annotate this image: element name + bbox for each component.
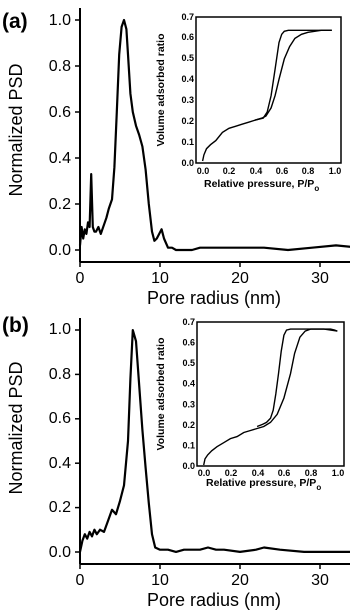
panel-a-label: (a) (2, 10, 28, 33)
panel-b-inset-xtick-label: 0.6 (278, 468, 291, 478)
panel-b-inset-yticklabels: 0.0 0.1 0.2 0.3 0.4 0.5 0.6 0.7 (182, 317, 195, 471)
panel-b-inset-xlabel: Relative pressure, P/Po (206, 477, 321, 492)
panel-b-inset-ytick-label: 0.5 (182, 358, 195, 368)
panel-b-inset-xticklabels: 0.0 0.2 0.4 0.6 0.8 1.0 (198, 468, 345, 478)
panel-a-inset: Volume adsorbed ratio 0.0 0.1 0.2 0.3 0.… (155, 12, 342, 193)
panel-a-main-yticklabels: 0.0 0.2 0.4 0.6 0.8 1.0 (49, 12, 71, 259)
panel-b-inset-ylabel: Volume adsorbed ratio (155, 338, 167, 451)
panel-a: (a) Normalized PSD 0.0 0.2 0.4 0.6 0.8 1… (2, 8, 350, 308)
panel-a-inset-xtick-label: 1.0 (329, 166, 342, 176)
panel-b-xtick-label: 0 (76, 572, 85, 589)
panel-b-xtick-label: 20 (231, 572, 249, 589)
panel-a-inset-ytick-label: 0.0 (181, 158, 194, 168)
panel-a-inset-ytick-label: 0.1 (181, 137, 194, 147)
panel-b-ylabel: Normalized PSD (6, 361, 26, 494)
panel-b-ytick-label: 0.0 (49, 544, 71, 561)
panel-b-xtick-label: 10 (151, 572, 169, 589)
isotherm-b-desorption (256, 328, 338, 428)
panel-a-inset-xlabel: Relative pressure, P/Po (204, 178, 319, 193)
panel-a-main-axes (75, 8, 350, 267)
panel-b-inset-ytick-label: 0.2 (182, 420, 195, 430)
panel-b-main-axes (75, 318, 350, 569)
panel-a-xtick-label: 20 (231, 270, 249, 287)
panel-b-inset-ytick-label: 0.3 (182, 399, 195, 409)
panel-b-inset: Volume adsorbed ratio 0.0 0.1 0.2 0.3 0.… (155, 317, 345, 492)
panel-b-main-xticklabels: 0 10 20 30 (76, 572, 329, 589)
panel-a-ylabel: Normalized PSD (6, 63, 26, 196)
panel-a-main-xticklabels: 0 10 20 30 (76, 270, 329, 287)
panel-b-ytick-label: 0.8 (49, 366, 71, 383)
panel-a-ytick-label: 1.0 (49, 12, 71, 29)
panel-a-inset-xlabel-sub: o (314, 184, 319, 193)
panel-a-inset-xlabel-main: Relative pressure, P/P (204, 178, 314, 190)
panel-b-inset-xtick-label: 0.2 (225, 468, 238, 478)
panel-a-xtick-label: 10 (151, 270, 169, 287)
panel-a-inset-ylabel: Volume adsorbed ratio (155, 34, 167, 147)
panel-b-inset-ytick-label: 0.0 (182, 461, 195, 471)
panel-b: (b) Normalized PSD 0.0 0.2 0.4 0.6 0.8 1… (2, 314, 350, 610)
panel-b-inset-xtick-label: 1.0 (332, 468, 345, 478)
panel-b-inset-xtick-label: 0.0 (198, 468, 211, 478)
panel-a-inset-frame (195, 16, 342, 164)
panel-a-inset-xtick-label: 0.2 (223, 166, 236, 176)
panel-b-inset-xlabel-sub: o (316, 483, 321, 492)
panel-b-xtick-label: 30 (311, 572, 329, 589)
panel-b-ytick-label: 0.4 (49, 455, 71, 472)
panel-b-inset-ytick-label: 0.7 (182, 317, 195, 327)
panel-b-inset-ytick-label: 0.4 (182, 379, 195, 389)
isotherm-a-desorption (255, 29, 332, 121)
panel-a-inset-yticklabels: 0.0 0.1 0.2 0.3 0.4 0.5 0.6 0.7 (181, 12, 194, 168)
panel-b-inset-ytick-label: 0.1 (182, 440, 195, 450)
panel-b-inset-frame (196, 321, 345, 467)
panel-a-ytick-label: 0.6 (49, 104, 71, 121)
panel-a-ytick-label: 0.0 (49, 242, 71, 259)
panel-b-ytick-label: 0.6 (49, 410, 71, 427)
panel-a-xlabel: Pore radius (nm) (147, 288, 281, 308)
panel-a-inset-ytick-label: 0.3 (181, 95, 194, 105)
panel-a-inset-xtick-label: 0.8 (302, 166, 315, 176)
panel-a-ytick-label: 0.2 (49, 196, 71, 213)
panel-a-xtick-label: 30 (311, 270, 329, 287)
panel-b-inset-xlabel-main: Relative pressure, P/P (206, 477, 316, 489)
panel-a-inset-xtick-label: 0.4 (250, 166, 263, 176)
panel-b-inset-ytick-label: 0.6 (182, 338, 195, 348)
panel-a-inset-ytick-label: 0.6 (181, 32, 194, 42)
panel-b-label: (b) (2, 314, 29, 337)
panel-a-inset-xticklabels: 0.0 0.2 0.4 0.6 0.8 1.0 (197, 166, 342, 176)
panel-a-inset-ytick-label: 0.7 (181, 12, 194, 22)
psd-curve-b (78, 329, 350, 553)
panel-b-ytick-label: 0.2 (49, 499, 71, 516)
panel-a-ytick-label: 0.8 (49, 58, 71, 75)
panel-a-inset-ytick-label: 0.5 (181, 53, 194, 63)
isotherm-a-adsorption (201, 29, 332, 162)
panel-b-main-yticklabels: 0.0 0.2 0.4 0.6 0.8 1.0 (49, 321, 71, 561)
panel-b-inset-xtick-label: 0.4 (252, 468, 265, 478)
panel-a-inset-ytick-label: 0.4 (181, 74, 194, 84)
psd-curve-a (78, 18, 350, 252)
panel-a-inset-ytick-label: 0.2 (181, 116, 194, 126)
panel-b-inset-xtick-label: 0.8 (305, 468, 318, 478)
panel-a-inset-xtick-label: 0.6 (276, 166, 289, 176)
panel-a-ytick-label: 0.4 (49, 150, 71, 167)
panel-b-ytick-label: 1.0 (49, 321, 71, 338)
panel-a-inset-xtick-label: 0.0 (197, 166, 210, 176)
panel-a-xtick-label: 0 (76, 270, 85, 287)
panel-b-xlabel: Pore radius (nm) (147, 590, 281, 610)
